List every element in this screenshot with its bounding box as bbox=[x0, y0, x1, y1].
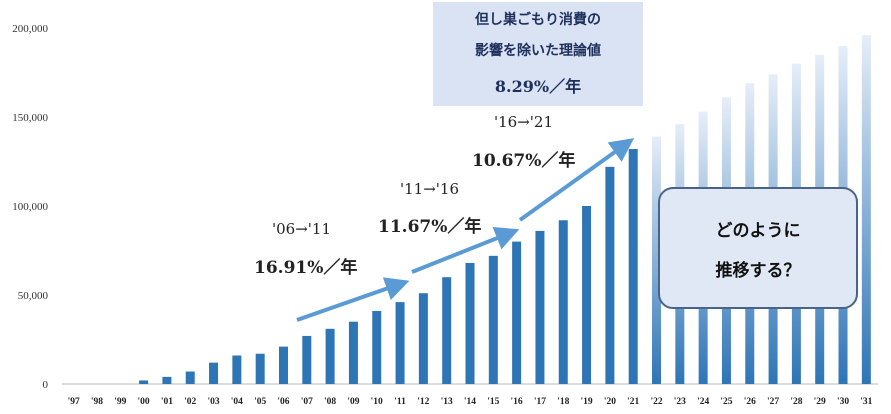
x-tick-label: '01 bbox=[161, 397, 173, 407]
x-tick-label: '21 bbox=[627, 397, 639, 407]
bar bbox=[232, 355, 242, 384]
x-tick-label: '00 bbox=[138, 397, 150, 407]
x-tick-label: '26 bbox=[744, 397, 756, 407]
bar bbox=[278, 346, 288, 384]
x-tick-label: '23 bbox=[674, 397, 686, 407]
x-tick-label: '17 bbox=[534, 397, 546, 407]
x-tick-label: '04 bbox=[231, 397, 243, 407]
annotation-rate-06-11: 16.91%／年 bbox=[254, 257, 357, 278]
x-tick-label: '07 bbox=[301, 397, 313, 407]
bar bbox=[255, 353, 265, 384]
bar bbox=[395, 302, 405, 384]
bar bbox=[372, 311, 382, 384]
theoretical-box-line2: 影響を除いた理論値 bbox=[475, 42, 601, 59]
bar bbox=[465, 262, 475, 384]
theoretical-box-line1: 但し巣ごもり消費の bbox=[474, 11, 601, 28]
x-tick-label: '97 bbox=[68, 397, 80, 407]
x-tick-label: '10 bbox=[371, 397, 383, 407]
bar bbox=[628, 149, 638, 384]
x-tick-labels: '97 '98 '99 '00 '01 '02 '03 '04 '05 '06 '07 '08 '09 '… bbox=[68, 397, 873, 407]
x-tick-label: '06 bbox=[277, 397, 289, 407]
x-tick-label: '02 bbox=[184, 397, 196, 407]
x-tick-label: '09 bbox=[347, 397, 359, 407]
question-box-line1: どのように bbox=[716, 221, 801, 241]
bar bbox=[442, 277, 452, 384]
bar bbox=[325, 328, 335, 384]
annotation-rate-11-16: 11.67%／年 bbox=[378, 216, 481, 237]
x-tick-label: '03 bbox=[207, 397, 219, 407]
x-tick-label: '13 bbox=[441, 397, 453, 407]
x-tick-label: '31 bbox=[860, 397, 872, 407]
x-tick-label: '25 bbox=[720, 397, 732, 407]
x-tick-label: '99 bbox=[114, 397, 126, 407]
bar bbox=[535, 230, 545, 384]
x-tick-label: '18 bbox=[557, 397, 569, 407]
x-tick-label: '14 bbox=[464, 397, 476, 407]
bar bbox=[418, 293, 428, 384]
annotation-period-16-21: '16→'21 bbox=[494, 113, 553, 131]
theoretical-box-rate: 8.29%／年 bbox=[495, 77, 581, 96]
annotation-period-11-16: '11→'16 bbox=[400, 180, 459, 198]
x-tick-label: '98 bbox=[91, 397, 103, 407]
x-tick-label: '08 bbox=[324, 397, 336, 407]
y-tick-label: 0 bbox=[43, 379, 49, 391]
x-tick-label: '28 bbox=[790, 397, 802, 407]
x-tick-label: '27 bbox=[767, 397, 779, 407]
question-box: どのように 推移する？ bbox=[658, 187, 858, 309]
annotation-period-06-11: '06→'11 bbox=[272, 220, 331, 238]
y-tick-label: 150,000 bbox=[12, 112, 48, 124]
bar bbox=[512, 241, 522, 384]
bar bbox=[488, 255, 498, 384]
bar bbox=[605, 166, 615, 384]
bar bbox=[558, 220, 568, 384]
bar bbox=[162, 376, 172, 384]
question-box-line2: 推移する？ bbox=[716, 260, 801, 281]
growth-arrow-16-21 bbox=[518, 138, 635, 222]
x-tick-label: '16 bbox=[511, 397, 523, 407]
x-tick-label: '11 bbox=[394, 397, 406, 407]
projected-bar bbox=[652, 136, 662, 384]
x-tick-label: '30 bbox=[837, 397, 849, 407]
x-tick-label: '22 bbox=[650, 397, 662, 407]
bar bbox=[139, 380, 149, 384]
bar bbox=[209, 362, 219, 384]
x-tick-label: '24 bbox=[697, 397, 709, 407]
x-tick-label: '19 bbox=[580, 397, 592, 407]
x-tick-label: '29 bbox=[814, 397, 826, 407]
bar bbox=[582, 206, 592, 384]
bar bbox=[348, 321, 358, 384]
bar bbox=[302, 335, 312, 384]
growth-arrow-11-16 bbox=[411, 227, 520, 274]
bar bbox=[185, 371, 195, 384]
projected-bar bbox=[861, 35, 871, 385]
y-tick-label: 200,000 bbox=[12, 23, 48, 35]
x-tick-label: '05 bbox=[254, 397, 266, 407]
x-tick-label: '15 bbox=[487, 397, 499, 407]
annotation-rate-16-21: 10.67%／年 bbox=[472, 150, 575, 171]
theoretical-value-box: 但し巣ごもり消費の 影響を除いた理論値 8.29%／年 bbox=[433, 2, 643, 106]
y-axis: 0 50,000 100,000 150,000 200,000 bbox=[12, 23, 48, 391]
y-tick-label: 100,000 bbox=[12, 201, 48, 213]
growth-arrow-06-11 bbox=[296, 277, 410, 322]
x-tick-label: '12 bbox=[417, 397, 429, 407]
x-tick-label: '20 bbox=[604, 397, 616, 407]
y-tick-label: 50,000 bbox=[18, 290, 49, 302]
